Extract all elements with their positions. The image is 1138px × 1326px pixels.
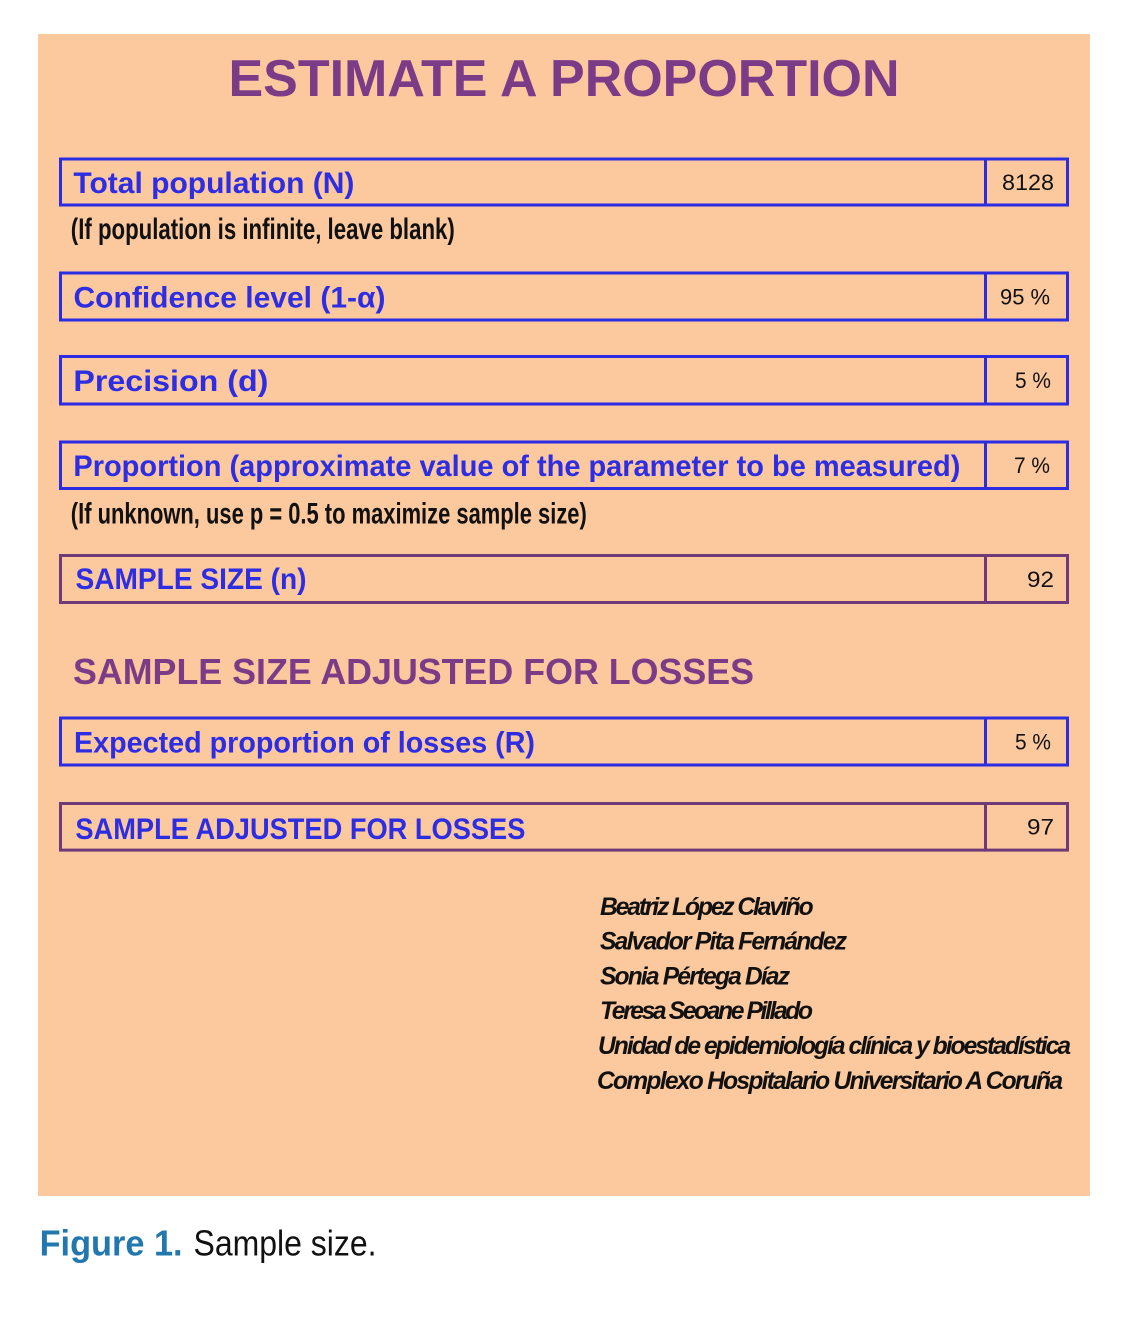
svg-text:Teresa Seoane Pillado: Teresa Seoane Pillado: [600, 998, 813, 1025]
svg-text:Complexo Hospitalario Universi: Complexo Hospitalario Universitario A Co…: [597, 1068, 1063, 1095]
svg-text:Precision (d): Precision (d): [73, 365, 268, 398]
svg-text:92: 92: [1027, 567, 1054, 592]
svg-text:Figure 1.: Figure 1.: [40, 1222, 183, 1263]
svg-text:8128: 8128: [1002, 170, 1054, 195]
svg-text:Proportion (approximate value: Proportion (approximate value of the par…: [73, 450, 960, 483]
svg-text:Salvador Pita Fernández: Salvador Pita Fernández: [600, 929, 848, 956]
svg-text:Unidad de epidemiología clínic: Unidad de epidemiología clínica y bioest…: [598, 1033, 1071, 1060]
svg-text:95 %: 95 %: [1000, 284, 1050, 309]
svg-text:SAMPLE SIZE ADJUSTED FOR LOSSE: SAMPLE SIZE ADJUSTED FOR LOSSES: [73, 651, 754, 692]
svg-text:Beatriz López Claviño: Beatriz López Claviño: [600, 894, 814, 921]
svg-text:(If population is infinite, le: (If population is infinite, leave blank): [71, 213, 455, 246]
svg-text:ESTIMATE A PROPORTION: ESTIMATE A PROPORTION: [229, 50, 900, 108]
svg-text:Expected proportion of losses: Expected proportion of losses (R): [74, 726, 535, 759]
svg-text:5 %: 5 %: [1015, 729, 1051, 754]
svg-text:SAMPLE ADJUSTED FOR LOSSES: SAMPLE ADJUSTED FOR LOSSES: [75, 813, 525, 846]
svg-text:7 %: 7 %: [1014, 453, 1050, 478]
svg-text:Total population (N): Total population (N): [73, 167, 354, 200]
svg-text:5 %: 5 %: [1015, 368, 1051, 393]
svg-text:97: 97: [1027, 815, 1054, 840]
svg-text:Sample size.: Sample size.: [194, 1222, 377, 1263]
svg-text:(If unknown, use p = 0.5 to ma: (If unknown, use p = 0.5 to maximize sam…: [71, 498, 587, 531]
svg-text:Confidence level (1-α): Confidence level (1-α): [74, 281, 386, 314]
svg-text:SAMPLE SIZE (n): SAMPLE SIZE (n): [76, 563, 307, 596]
svg-text:Sonia Pértega Díaz: Sonia Pértega Díaz: [600, 963, 791, 990]
